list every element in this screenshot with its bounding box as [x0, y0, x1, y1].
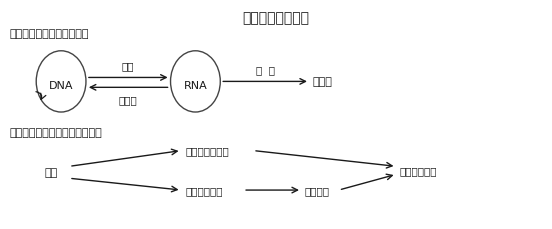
Text: 逆转录: 逆转录 — [119, 95, 137, 105]
Text: 控制生物性状: 控制生物性状 — [400, 166, 437, 176]
Text: 控制蛋白质结构: 控制蛋白质结构 — [185, 146, 229, 156]
Text: 控制酶的合成: 控制酶的合成 — [185, 185, 223, 195]
Text: DNA: DNA — [49, 81, 73, 91]
Text: 蛋白质: 蛋白质 — [313, 77, 333, 87]
Text: 基因: 基因 — [45, 168, 58, 177]
Text: RNA: RNA — [183, 81, 208, 91]
Text: 一、中心法则的提出和发展: 一、中心法则的提出和发展 — [9, 29, 89, 39]
Text: 控制代谢: 控制代谢 — [305, 185, 330, 195]
Text: 转录: 转录 — [122, 61, 135, 71]
Text: 翻  译: 翻 译 — [256, 65, 274, 75]
Text: 基因对性状的控制: 基因对性状的控制 — [242, 11, 310, 25]
Text: 二、基因、蛋白质与性状的关系: 二、基因、蛋白质与性状的关系 — [9, 127, 102, 137]
